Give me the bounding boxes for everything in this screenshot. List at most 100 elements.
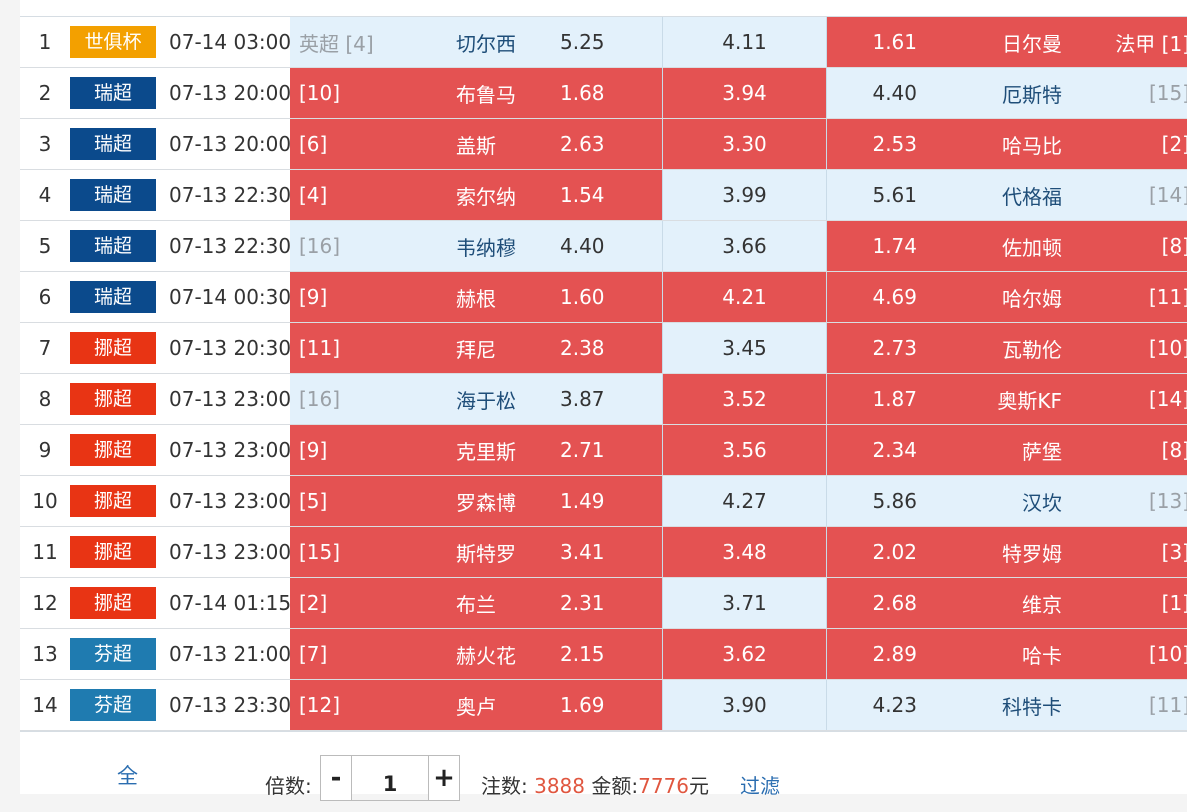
home-team: 布兰 (456, 589, 560, 618)
home-odd: 2.71 (560, 438, 655, 462)
league-badge[interactable]: 芬超 (70, 689, 156, 721)
draw-odd: 3.45 (722, 336, 767, 360)
increase-button[interactable]: + (428, 755, 460, 801)
multiplier-input[interactable]: 1 (352, 755, 428, 801)
filter-link[interactable]: 过滤 (740, 770, 780, 799)
league-badge[interactable]: 挪超 (70, 587, 156, 619)
draw-option[interactable]: 3.52 (663, 374, 827, 425)
draw-option[interactable]: 3.66 (663, 221, 827, 272)
away-rank: [14] (1062, 183, 1187, 207)
draw-option[interactable]: 3.45 (663, 323, 827, 374)
home-rank: [5] (290, 489, 456, 513)
home-rank: [9] (290, 438, 456, 462)
league-badge[interactable]: 瑞超 (70, 230, 156, 262)
match-number: 7 (20, 323, 70, 374)
draw-option[interactable]: 4.21 (663, 272, 827, 323)
home-odd: 1.49 (560, 489, 655, 513)
home-team: 赫根 (456, 283, 560, 312)
away-team: 厄斯特 (917, 79, 1062, 108)
draw-option[interactable]: 3.94 (663, 68, 827, 119)
league-badge[interactable]: 挪超 (70, 383, 156, 415)
draw-option[interactable]: 4.27 (663, 476, 827, 527)
league-cell: 挪超 (70, 578, 161, 629)
away-odd: 2.73 (827, 336, 917, 360)
league-badge[interactable]: 世俱杯 (70, 26, 156, 58)
draw-odd: 4.11 (722, 30, 767, 54)
home-rank: [6] (290, 132, 456, 156)
home-rank: [2] (290, 591, 456, 615)
match-time: 07-13 22:30 (161, 221, 290, 272)
draw-odd: 4.21 (722, 285, 767, 309)
league-cell: 挪超 (70, 374, 161, 425)
league-badge[interactable]: 瑞超 (70, 77, 156, 109)
away-rank: 法甲 [1] (1062, 28, 1187, 57)
league-badge[interactable]: 挪超 (70, 434, 156, 466)
draw-option[interactable]: 3.30 (663, 119, 827, 170)
home-odd: 1.54 (560, 183, 655, 207)
home-odd: 4.40 (560, 234, 655, 258)
draw-option[interactable]: 3.71 (663, 578, 827, 629)
league-badge[interactable]: 挪超 (70, 485, 156, 517)
draw-odd: 3.71 (722, 591, 767, 615)
home-team: 切尔西 (456, 28, 560, 57)
decrease-button[interactable]: - (320, 755, 352, 801)
draw-option[interactable]: 3.48 (663, 527, 827, 578)
league-badge[interactable]: 瑞超 (70, 179, 156, 211)
home-rank: [9] (290, 285, 456, 309)
draw-option[interactable]: 3.56 (663, 425, 827, 476)
select-all-link[interactable]: 全 (117, 764, 138, 788)
draw-option[interactable]: 4.11 (663, 17, 827, 68)
home-odd: 2.38 (560, 336, 655, 360)
home-odd: 5.25 (560, 30, 655, 54)
home-team: 罗森博 (456, 487, 560, 516)
draw-option[interactable]: 3.62 (663, 629, 827, 680)
league-badge[interactable]: 挪超 (70, 332, 156, 364)
league-badge[interactable]: 瑞超 (70, 281, 156, 313)
home-team: 韦纳穆 (456, 232, 560, 261)
draw-option[interactable]: 3.90 (663, 680, 827, 731)
match-number: 5 (20, 221, 70, 272)
amount-unit: 元 (689, 774, 709, 798)
league-badge[interactable]: 芬超 (70, 638, 156, 670)
away-team: 特罗姆 (917, 538, 1062, 567)
league-badge[interactable]: 挪超 (70, 536, 156, 568)
away-team: 哈卡 (917, 640, 1062, 669)
league-cell: 瑞超 (70, 272, 161, 323)
bets-label: 注数: (481, 774, 528, 798)
league-badge[interactable]: 瑞超 (70, 128, 156, 160)
draw-option[interactable]: 3.99 (663, 170, 827, 221)
match-time: 07-13 22:30 (161, 170, 290, 221)
